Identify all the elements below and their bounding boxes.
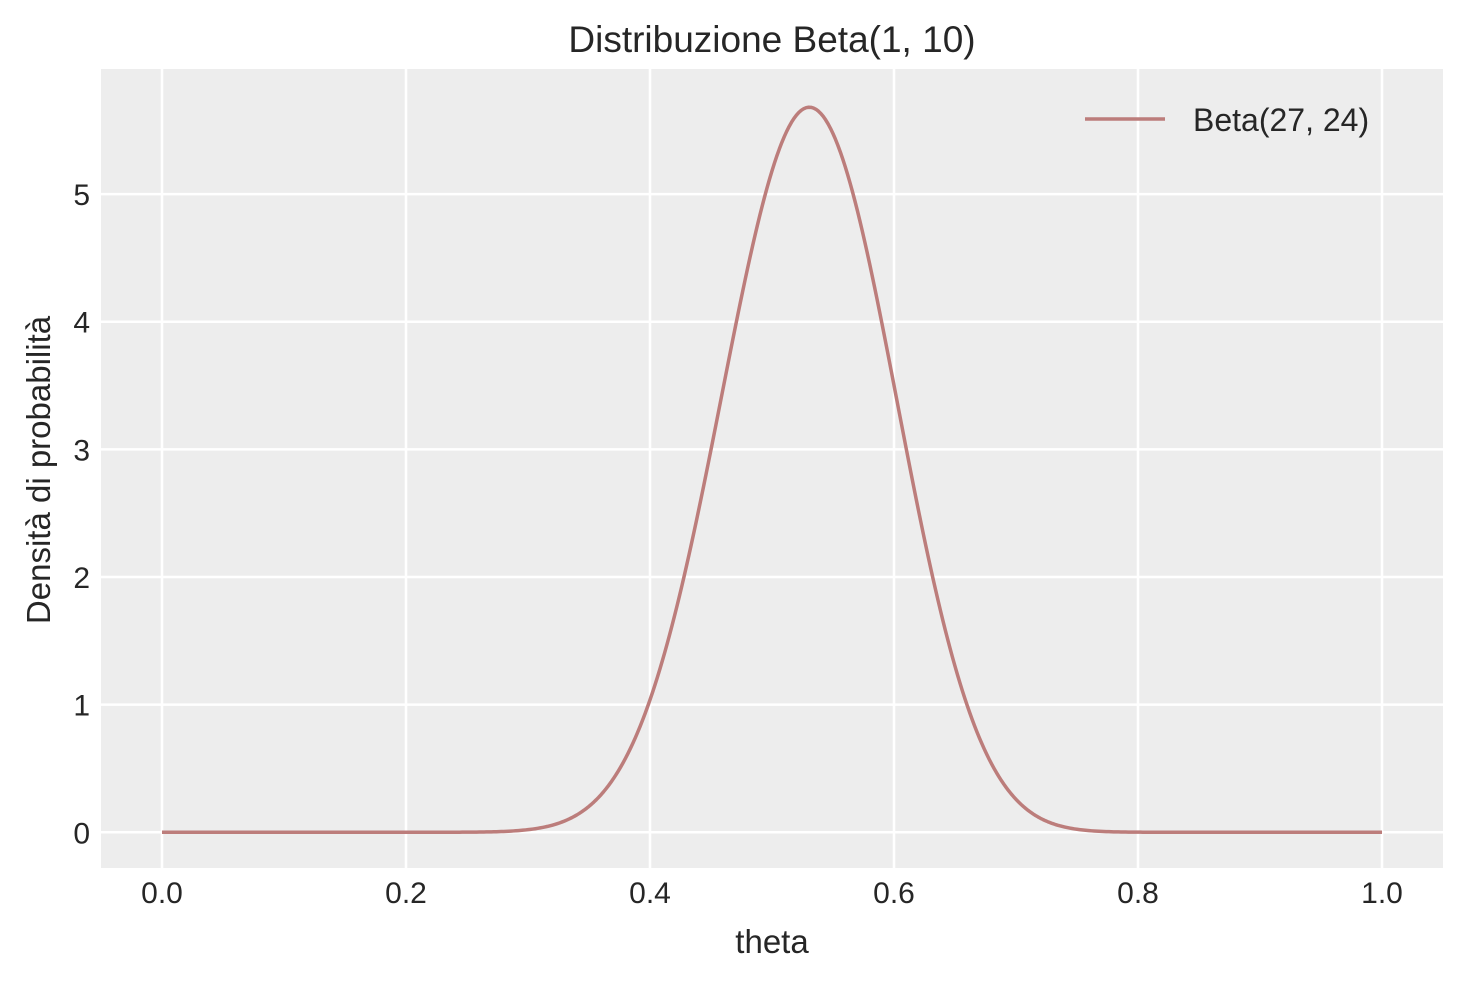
y-tick-label: 2: [73, 562, 90, 595]
chart-title: Distribuzione Beta(1, 10): [568, 19, 975, 60]
x-tick-label: 1.0: [1361, 877, 1403, 910]
plot-area: [101, 69, 1443, 868]
x-tick-label: 0.8: [1117, 877, 1159, 910]
y-tick-label: 4: [73, 307, 90, 340]
series-layer: [162, 105, 1382, 835]
y-tick-label: 1: [73, 690, 90, 723]
x-tick-label: 0.6: [873, 877, 915, 910]
y-tick-label: 3: [73, 434, 90, 467]
series-line-beta-27-24: [162, 105, 1382, 835]
y-axis-label: Densità di probabilità: [20, 315, 57, 624]
y-tick-label: 0: [73, 817, 90, 850]
x-tick-label: 0.4: [629, 877, 671, 910]
x-tick-label: 0.0: [141, 877, 183, 910]
y-tick-label: 5: [73, 179, 90, 212]
legend-label-beta-27-24: Beta(27, 24): [1193, 102, 1369, 138]
x-axis-label: theta: [735, 923, 809, 960]
x-tick-label: 0.2: [385, 877, 427, 910]
tick-labels: 0.0 0.2 0.4 0.6 0.8 1.0 0 1 2 3 4 5: [73, 179, 1403, 910]
legend: Beta(27, 24): [1085, 102, 1369, 138]
